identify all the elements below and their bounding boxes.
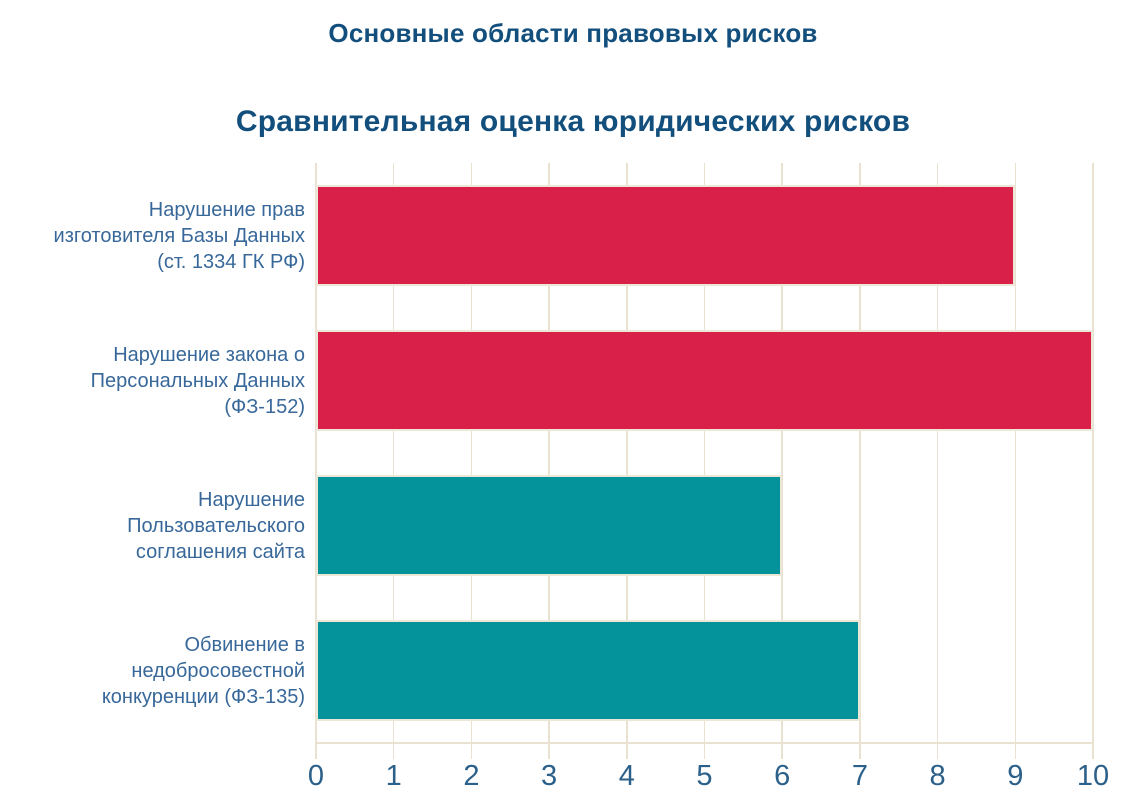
x-tick [548,744,550,759]
x-tick [859,744,861,759]
x-tick-label: 6 [774,760,791,792]
gridline [703,163,706,743]
x-tick-label: 1 [385,760,402,792]
gridline [470,163,473,743]
x-tick [315,744,317,759]
bar [316,185,1016,286]
x-axis-line [315,742,1094,744]
gridline [1092,163,1094,743]
x-tick-label: 5 [696,760,713,792]
gridline [315,163,317,743]
x-tick-label: 8 [929,760,946,792]
x-tick [781,744,783,759]
x-tick-label: 0 [307,760,325,792]
x-tick-label: 4 [618,760,635,792]
gridline [392,163,395,743]
gridline [626,163,628,743]
x-tick-label: 7 [851,760,868,792]
gridline [859,163,861,743]
bar [316,330,1093,431]
x-tick [470,744,473,759]
x-tick-label: 10 [1076,760,1110,792]
gridline [1014,163,1017,743]
x-tick [703,744,706,759]
plot-area [315,163,1094,743]
x-tick [1092,744,1094,759]
x-tick [936,744,939,759]
x-tick-label: 9 [1007,760,1024,792]
x-tick [392,744,395,759]
category-label: Нарушение Пользовательского соглашения с… [127,488,305,563]
gridline [781,163,783,743]
bar [316,620,860,721]
x-tick-label: 3 [541,760,558,792]
category-label: Нарушение закона о Персональных Данных (… [90,343,305,418]
gridline [936,163,939,743]
chart-title: Сравнительная оценка юридических рисков [235,105,911,138]
gridline [548,163,550,743]
category-label: Обвинение в недобросовестной конкуренции… [101,633,305,708]
x-tick [626,744,628,759]
bar [316,475,783,576]
x-tick-label: 2 [463,760,480,792]
page-title: Основные области правовых рисков [328,18,818,48]
x-tick [1014,744,1017,759]
category-label: Нарушение прав изготовителя Базы Данных … [53,198,305,273]
